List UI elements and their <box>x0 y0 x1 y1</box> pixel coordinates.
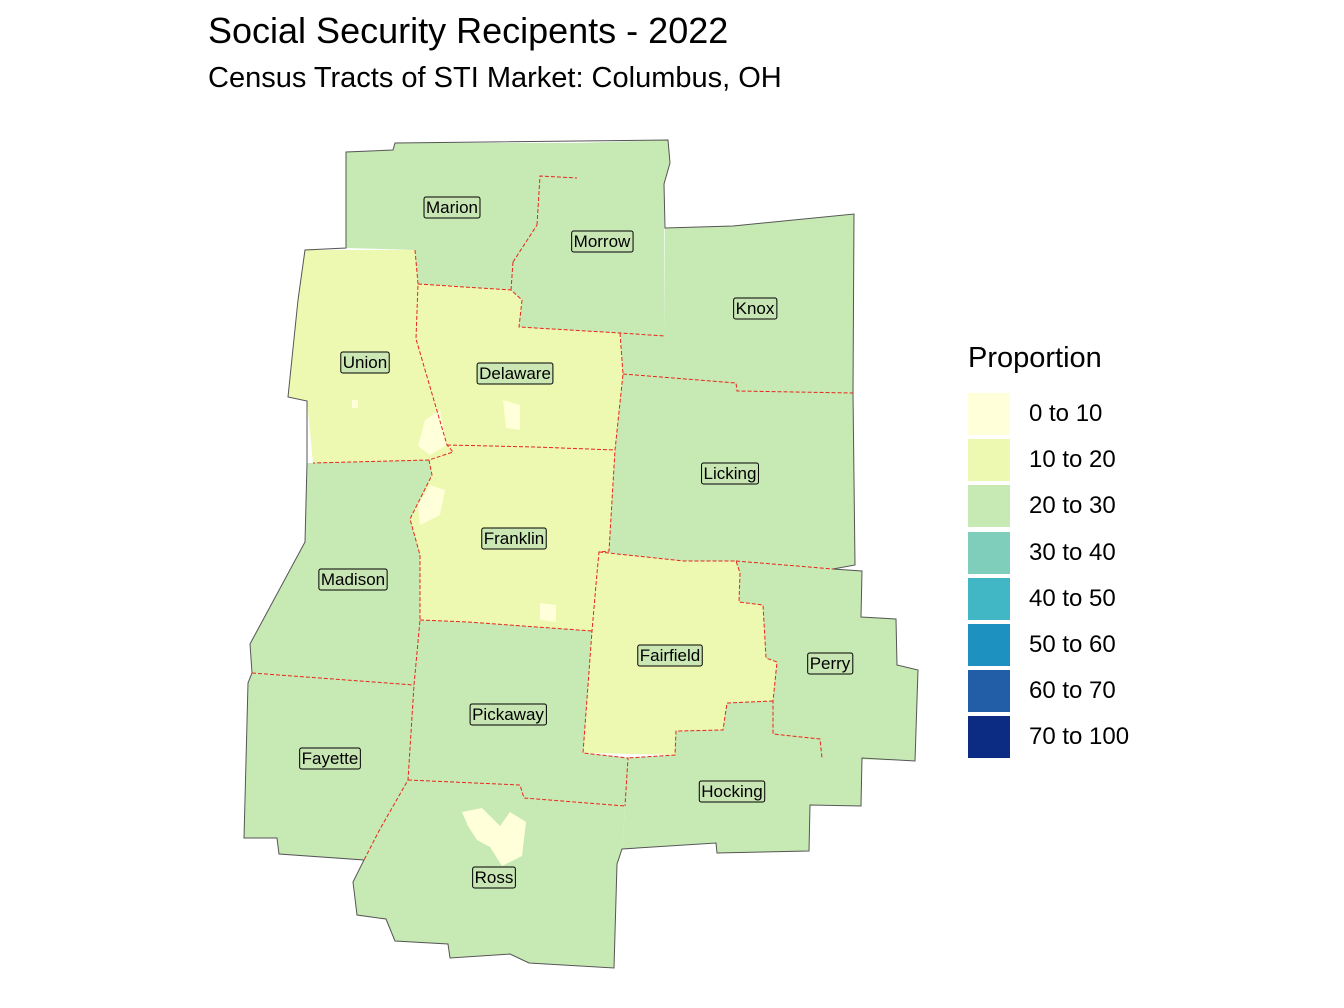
legend-item: 0 to 10 <box>968 391 1129 437</box>
county-polygons <box>244 140 918 968</box>
legend-item: 70 to 100 <box>968 714 1129 760</box>
county-label-box <box>476 362 554 385</box>
legend-items: 0 to 10 10 to 20 20 to 30 30 to 40 40 to 50 5… <box>968 391 1129 761</box>
tract-patch <box>503 400 520 430</box>
county-hocking <box>622 701 862 853</box>
legend: Proportion 0 to 10 10 to 20 20 to 30 30 to … <box>968 342 1129 761</box>
county-name: Madison <box>321 570 385 589</box>
county-boundary <box>598 551 823 759</box>
county-boundary <box>536 175 578 226</box>
county-label-fairfield: Fairfield <box>637 644 703 667</box>
county-label-madison: Madison <box>318 568 388 591</box>
county-name: Ross <box>475 868 514 887</box>
county-label-box <box>481 527 547 550</box>
county-name: Knox <box>736 299 775 318</box>
county-boundary <box>510 261 514 291</box>
tract-patch <box>352 400 358 408</box>
county-label-box <box>698 780 766 803</box>
county-boundary <box>417 283 666 337</box>
county-label-ross: Ross <box>472 866 516 889</box>
county-labels: Marion Morrow Knox Union Delaware Licking Fran… <box>299 196 854 889</box>
county-boundary <box>407 779 626 807</box>
county-boundary <box>735 560 834 570</box>
county-label-franklin: Franklin <box>481 527 547 550</box>
legend-label: 40 to 50 <box>1029 584 1116 612</box>
county-label-box <box>318 568 388 591</box>
market-outline <box>243 139 919 969</box>
legend-label: 60 to 70 <box>1029 677 1116 705</box>
county-label-box <box>637 644 703 667</box>
county-label-knox: Knox <box>733 297 778 320</box>
county-name: Franklin <box>484 529 544 548</box>
county-label-box <box>701 462 759 485</box>
legend-swatch <box>968 393 1010 436</box>
county-label-delaware: Delaware <box>476 362 554 385</box>
legend-swatch <box>968 670 1010 713</box>
county-label-morrow: Morrow <box>571 230 634 253</box>
legend-title: Proportion <box>968 342 1102 374</box>
legend-swatch <box>968 531 1010 574</box>
county-name: Union <box>343 353 387 372</box>
county-boundary <box>622 373 854 394</box>
county-name: Morrow <box>574 232 631 251</box>
county-name: Hocking <box>701 782 762 801</box>
county-name: Delaware <box>479 364 551 383</box>
county-boundary <box>512 224 538 263</box>
county-label-licking: Licking <box>701 462 759 485</box>
county-boundary <box>419 619 593 632</box>
county-label-union: Union <box>340 351 390 374</box>
county-label-box <box>733 297 778 320</box>
tract-patches <box>352 400 556 866</box>
legend-swatch <box>968 716 1010 759</box>
county-label-box <box>472 866 516 889</box>
county-label-hocking: Hocking <box>698 780 766 803</box>
county-label-box <box>299 747 361 770</box>
county-label-marion: Marion <box>423 196 481 219</box>
tract-patch <box>540 603 556 622</box>
county-label-box <box>423 196 481 219</box>
legend-item: 10 to 20 <box>968 437 1129 483</box>
tract-patch <box>462 808 526 866</box>
county-boundary <box>251 672 415 686</box>
legend-label: 20 to 30 <box>1029 492 1116 520</box>
legend-swatch <box>968 624 1010 667</box>
county-boundary <box>582 332 629 807</box>
legend-item: 50 to 60 <box>968 622 1129 668</box>
map-subtitle: Census Tracts of STI Market: Columbus, O… <box>208 62 782 94</box>
county-name: Pickaway <box>472 705 544 724</box>
county-label-box <box>807 652 854 675</box>
map-title: Social Security Recipents - 2022 <box>208 10 729 51</box>
legend-item: 60 to 70 <box>968 668 1129 714</box>
county-label-pickaway: Pickaway <box>469 703 547 726</box>
legend-item: 20 to 30 <box>968 483 1129 529</box>
county-boundary <box>363 459 433 861</box>
county-label-perry: Perry <box>807 652 854 675</box>
tract-patch <box>418 485 445 525</box>
county-name: Fayette <box>302 749 359 768</box>
legend-label: 0 to 10 <box>1029 400 1103 428</box>
county-label-box <box>340 351 390 374</box>
legend-swatch <box>968 485 1010 528</box>
county-boundary <box>446 444 616 451</box>
county-label-box <box>571 230 634 253</box>
legend-swatch <box>968 577 1010 620</box>
legend-label: 70 to 100 <box>1029 723 1130 751</box>
county-name: Licking <box>704 464 757 483</box>
county-boundary <box>627 700 774 759</box>
county-name: Fairfield <box>640 646 700 665</box>
county-name: Perry <box>810 654 851 673</box>
county-label-box <box>469 703 547 726</box>
legend-item: 40 to 50 <box>968 576 1129 622</box>
legend-swatch <box>968 439 1010 482</box>
legend-label: 30 to 40 <box>1029 538 1116 566</box>
county-boundaries <box>243 139 919 969</box>
legend-label: 50 to 60 <box>1029 631 1116 659</box>
county-name: Marion <box>426 198 478 217</box>
legend-label: 10 to 20 <box>1029 446 1116 474</box>
legend-item: 30 to 40 <box>968 530 1129 576</box>
county-label-fayette: Fayette <box>299 747 361 770</box>
